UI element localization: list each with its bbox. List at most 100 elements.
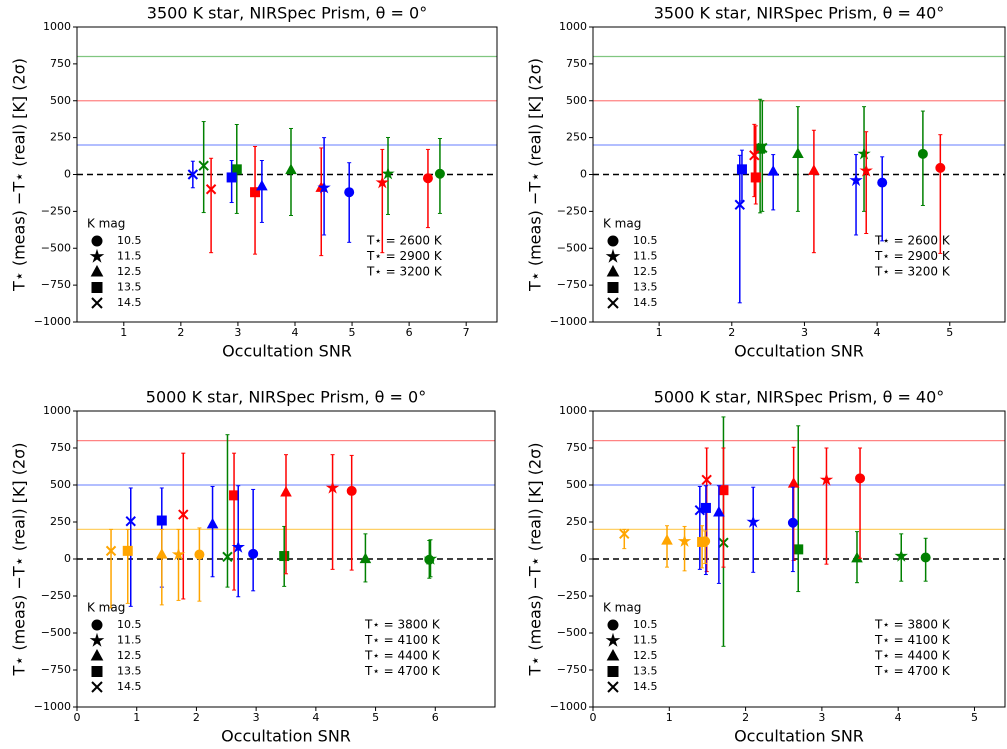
x-tick-label: 3 <box>818 711 825 724</box>
marker-circle <box>607 619 619 631</box>
legend-entry: T⋆ = 2600 K <box>874 234 951 248</box>
marker-triangle <box>792 147 804 158</box>
legend-entry: T⋆ = 4100 K <box>874 633 951 647</box>
x-tick-label: 1 <box>666 711 673 724</box>
legend-entry: T⋆ = 2600 K <box>366 234 443 248</box>
legend-entry: T⋆ = 4400 K <box>364 649 441 663</box>
y-tick-label: −250 <box>41 589 71 602</box>
legend-entry: T⋆ = 2900 K <box>874 249 951 263</box>
marker-square <box>91 282 103 293</box>
marker-circle <box>194 549 205 560</box>
x-tick-label: 5 <box>349 326 356 339</box>
x-tick-label: 3 <box>253 711 260 724</box>
marker-x <box>757 142 768 154</box>
legend-entry: T⋆ = 3800 K <box>364 618 441 632</box>
marker-x <box>178 509 189 520</box>
y-tick-label: 250 <box>50 131 71 144</box>
marker-x <box>205 184 217 195</box>
marker-square <box>250 187 261 198</box>
x-tick-label: 4 <box>895 711 902 724</box>
marker-square <box>91 666 103 677</box>
y-tick-label: 500 <box>50 94 71 107</box>
marker-triangle <box>285 163 297 175</box>
y-tick-label: 500 <box>566 94 587 107</box>
legend-entry: T⋆ = 2900 K <box>366 249 443 263</box>
y-tick-label: 750 <box>50 57 71 70</box>
y-tick-label: 750 <box>566 441 587 454</box>
legend-entry: 13.5 <box>117 281 142 294</box>
legend-entry: T⋆ = 4100 K <box>364 633 441 647</box>
marker-star <box>231 540 245 553</box>
marker-circle <box>91 235 103 247</box>
legend-entry: 11.5 <box>633 250 658 263</box>
y-axis-label: T⋆ (meas) −T⋆ (real) [K] (2σ) <box>10 442 29 676</box>
y-tick-label: −1000 <box>34 315 71 328</box>
y-tick-label: 750 <box>566 57 587 70</box>
x-tick-label: 1 <box>656 326 663 339</box>
marker-star <box>894 548 908 562</box>
legend-title: K mag <box>603 217 641 231</box>
marker-star <box>605 248 621 263</box>
legend-entry: T⋆ = 4700 K <box>874 664 951 678</box>
legend-entry: 14.5 <box>117 296 142 309</box>
marker-circle <box>877 177 888 188</box>
y-tick-label: 250 <box>50 515 71 528</box>
x-tick-label: 6 <box>406 326 413 339</box>
marker-square <box>607 666 619 677</box>
y-tick-label: −250 <box>557 204 587 217</box>
y-tick-label: −750 <box>557 278 587 291</box>
marker-star <box>849 173 863 187</box>
marker-star <box>317 180 331 194</box>
y-tick-label: 500 <box>566 478 587 491</box>
marker-x <box>187 169 199 180</box>
y-axis-label: T⋆ (meas) −T⋆ (real) [K] (2σ) <box>10 58 29 292</box>
legend-entry: 11.5 <box>633 634 658 647</box>
marker-star <box>605 632 621 647</box>
x-tick-label: 5 <box>372 711 379 724</box>
x-tick-label: 1 <box>120 326 127 339</box>
marker-circle <box>91 619 103 631</box>
marker-triangle <box>256 179 268 191</box>
marker-circle <box>344 187 355 198</box>
y-tick-label: −500 <box>557 626 587 639</box>
y-tick-label: −1000 <box>34 700 71 713</box>
x-tick-label: 2 <box>193 711 200 724</box>
marker-triangle <box>206 517 219 529</box>
x-tick-label: 4 <box>874 326 881 339</box>
marker-square <box>718 485 729 496</box>
x-tick-label: 0 <box>74 711 81 724</box>
marker-square <box>226 172 237 183</box>
y-tick-label: −750 <box>41 278 71 291</box>
marker-square <box>156 515 167 526</box>
marker-triangle <box>90 264 104 277</box>
marker-triangle <box>606 648 620 661</box>
x-tick-label: 5 <box>946 326 953 339</box>
marker-square <box>279 551 290 562</box>
y-tick-label: 500 <box>50 478 71 491</box>
marker-x <box>105 545 117 557</box>
marker-square <box>750 172 761 183</box>
y-tick-label: 1000 <box>43 404 71 417</box>
marker-triangle <box>713 505 725 517</box>
legend-entry: 12.5 <box>117 265 142 278</box>
chart-title: 5000 K star, NIRSpec Prism, θ = 0° <box>146 388 426 407</box>
marker-star <box>857 146 871 160</box>
marker-x <box>619 528 630 540</box>
marker-circle <box>855 473 866 484</box>
y-tick-label: −500 <box>41 626 71 639</box>
marker-square <box>697 536 708 547</box>
marker-star <box>859 163 873 177</box>
marker-circle <box>422 173 433 184</box>
x-tick-label: 6 <box>432 711 439 724</box>
legend-entry: 10.5 <box>117 618 142 631</box>
marker-triangle <box>280 485 292 497</box>
marker-star <box>375 175 390 189</box>
legend-title: K mag <box>603 601 641 615</box>
legend-entry: 10.5 <box>633 234 658 247</box>
y-tick-label: 0 <box>64 552 71 565</box>
plot-frame <box>76 410 496 708</box>
x-tick-label: 3 <box>801 326 808 339</box>
legend-entry: T⋆ = 3200 K <box>366 265 443 279</box>
legend-entry: 11.5 <box>117 250 142 263</box>
